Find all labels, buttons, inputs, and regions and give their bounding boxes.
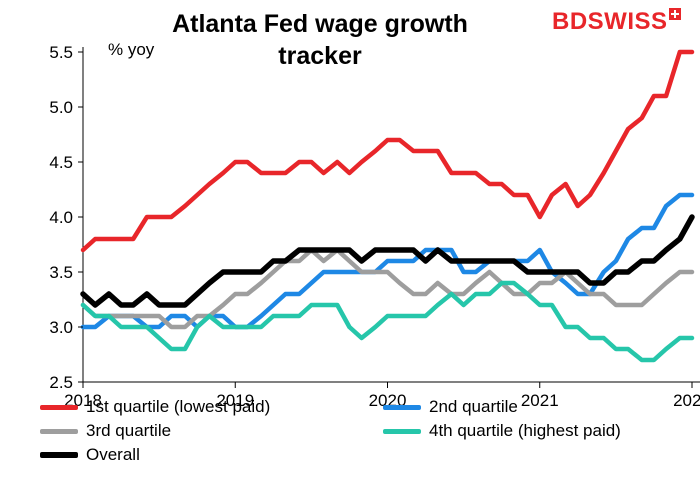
swiss-cross-icon <box>668 8 681 20</box>
legend-swatch <box>40 428 78 434</box>
x-tick-label: 2019 <box>216 391 254 410</box>
legend-item: 2nd quartile <box>383 396 518 418</box>
legend-item: 4th quartile (highest paid) <box>383 420 621 442</box>
logo-text-bd: BD <box>552 8 588 35</box>
series-line-1st-quartile-lowest-paid <box>80 49 695 253</box>
y-tick-label: 3.5 <box>49 263 73 282</box>
legend-label: Overall <box>86 445 140 464</box>
chart-title: Atlanta Fed wage growth tracker <box>140 8 500 72</box>
legend-label: 4th quartile (highest paid) <box>429 421 621 440</box>
y-tick-label: 4.0 <box>49 208 73 227</box>
legend-label: 3rd quartile <box>86 421 172 440</box>
y-axis-label: % yoy <box>108 40 155 59</box>
legend-swatch <box>383 428 421 434</box>
legend-swatch <box>383 404 421 410</box>
legend-item: 3rd quartile <box>40 420 171 442</box>
series-line-4th-quartile-highest-paid <box>80 280 695 363</box>
x-tick-label: 2021 <box>521 391 559 410</box>
legend-label: 1st quartile (lowest paid) <box>86 397 271 416</box>
y-tick-label: 4.5 <box>49 153 73 172</box>
legend-swatch <box>40 452 78 458</box>
y-tick-label: 2.5 <box>49 373 73 392</box>
y-tick-label: 3.0 <box>49 318 73 337</box>
legend-item: 1st quartile (lowest paid) <box>40 396 270 418</box>
y-tick-label: 5.0 <box>49 98 73 117</box>
legend-label: 2nd quartile <box>429 397 518 416</box>
y-tick-label: 5.5 <box>49 43 73 62</box>
legend-swatch <box>40 404 78 410</box>
series-line-overall <box>80 214 695 308</box>
x-tick-label: 2022 <box>673 391 700 410</box>
brand-logo: BDSWISS <box>552 8 681 36</box>
legend-item: Overall <box>40 444 140 466</box>
logo-text-swiss: SWISS <box>587 8 668 35</box>
chart-title-line-1: Atlanta Fed wage growth <box>172 10 468 38</box>
chart-title-line-2: tracker <box>278 42 362 70</box>
series-line-3rd-quartile <box>80 247 695 330</box>
